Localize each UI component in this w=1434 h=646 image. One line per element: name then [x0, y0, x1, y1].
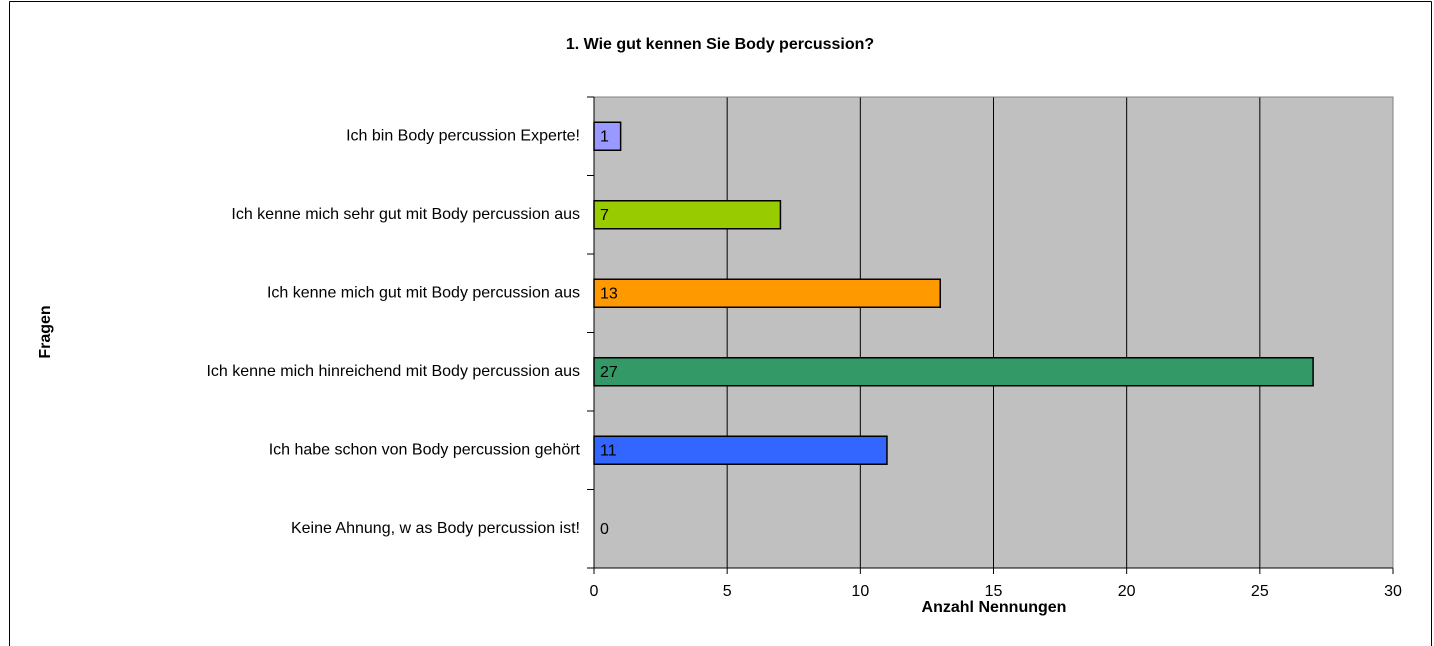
y-tick-label: Ich kenne mich sehr gut mit Body percuss… — [231, 206, 580, 223]
y-tick-label: Ich habe schon von Body percussion gehör… — [269, 441, 581, 458]
x-tick-label: 30 — [1384, 583, 1402, 600]
bar — [593, 357, 1314, 387]
y-tick-label: Keine Ahnung, w as Body percussion ist! — [291, 520, 580, 537]
data-label: 13 — [600, 285, 618, 302]
x-tick-label: 20 — [1118, 583, 1136, 600]
x-axis-label: Anzahl Nennungen — [922, 599, 1067, 616]
bar — [593, 121, 622, 151]
bar — [593, 435, 888, 465]
data-label: 0 — [600, 521, 609, 538]
y-tick-label: Ich kenne mich hinreichend mit Body perc… — [206, 363, 580, 380]
data-label: 1 — [600, 128, 609, 145]
y-axis-label: Fragen — [37, 305, 54, 358]
bar — [593, 200, 782, 230]
x-tick-label: 5 — [723, 583, 732, 600]
x-tick-label: 10 — [851, 583, 869, 600]
data-label: 7 — [600, 207, 609, 224]
x-tick-label: 25 — [1251, 583, 1269, 600]
bar — [593, 278, 941, 308]
x-tick-label: 0 — [590, 583, 599, 600]
x-tick-label: 15 — [985, 583, 1003, 600]
y-tick-label: Ich kenne mich gut mit Body percussion a… — [267, 284, 580, 301]
chart-title: 1. Wie gut kennen Sie Body percussion? — [566, 36, 874, 53]
y-tick-label: Ich bin Body percussion Experte! — [346, 127, 580, 144]
data-label: 27 — [600, 364, 618, 381]
data-label: 11 — [600, 442, 617, 459]
